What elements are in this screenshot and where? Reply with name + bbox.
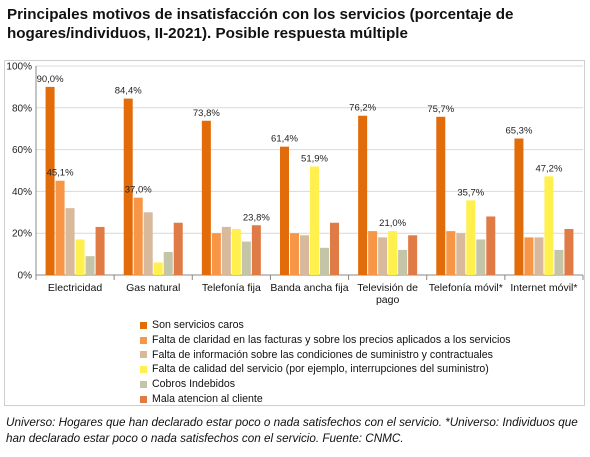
- legend-swatch: [140, 395, 147, 403]
- data-label: 73,8%: [193, 108, 220, 119]
- bar-chart: 0% 20% 40% 60% 80% 100% Electricidad Gas natura…: [6, 62, 584, 306]
- bar: [95, 226, 105, 275]
- data-label: 35,7%: [457, 187, 484, 198]
- x-category-label: Internet móvil*: [510, 282, 577, 294]
- bar: [280, 146, 289, 275]
- bar: [310, 166, 319, 275]
- bar: [476, 239, 486, 275]
- bar: [85, 256, 95, 275]
- data-label: 65,3%: [505, 126, 532, 137]
- x-category-label: Telefonía móvil*: [429, 282, 503, 294]
- bar: [368, 231, 378, 275]
- legend-item: Falta de calidad del servicio (por ejemp…: [140, 362, 511, 377]
- bar: [320, 247, 329, 275]
- bar: [300, 235, 309, 275]
- bar: [378, 237, 388, 275]
- bar: [564, 229, 574, 275]
- data-label: 75,7%: [427, 104, 454, 115]
- bar: [436, 116, 446, 275]
- bar: [173, 222, 183, 275]
- y-tick-label: 0%: [18, 271, 33, 282]
- legend-swatch: [140, 336, 147, 344]
- bar: [75, 239, 85, 275]
- bar: [544, 176, 554, 275]
- x-category-label: Televisión de: [357, 282, 418, 294]
- bar: [123, 98, 133, 275]
- bar: [201, 120, 211, 276]
- legend-swatch: [140, 321, 147, 329]
- data-label: 76,2%: [349, 103, 376, 114]
- x-category-label: Telefonía fija: [202, 282, 261, 294]
- data-label: 90,0%: [37, 74, 64, 85]
- footnote: Universo: Hogares que han declarado esta…: [6, 416, 578, 445]
- x-category-label: pago: [376, 294, 400, 306]
- data-label: 51,9%: [301, 154, 328, 165]
- legend-item: Son servicios caros: [140, 318, 511, 333]
- bar: [330, 222, 339, 275]
- legend-swatch: [140, 366, 147, 374]
- bar: [290, 233, 299, 275]
- bar: [524, 237, 534, 275]
- y-tick-label: 40%: [12, 187, 32, 198]
- legend-item: Falta de claridad en las facturas y sobr…: [140, 333, 511, 348]
- legend-label: Falta de calidad del servicio (por ejemp…: [152, 363, 489, 376]
- bar: [55, 180, 65, 275]
- legend-swatch: [140, 351, 147, 359]
- bar: [221, 226, 231, 275]
- bar: [408, 235, 418, 275]
- legend-label: Cobros Indebidos: [152, 378, 236, 391]
- chart-title: Principales motivos de insatisfacción co…: [7, 6, 514, 42]
- legend-swatch: [140, 381, 147, 389]
- bar: [143, 212, 153, 275]
- y-tick-label: 60%: [12, 145, 32, 156]
- data-label: 23,8%: [243, 212, 270, 223]
- y-tick-label: 20%: [12, 229, 32, 240]
- bar: [514, 138, 524, 275]
- bar: [231, 229, 241, 275]
- x-category-label: Gas natural: [126, 282, 180, 294]
- bar: [153, 262, 163, 275]
- bar: [45, 86, 55, 276]
- bar: [456, 233, 466, 275]
- data-label: 47,2%: [535, 163, 562, 174]
- bar: [65, 208, 75, 275]
- legend-label: Falta de información sobre las condicion…: [152, 348, 493, 361]
- data-label: 45,1%: [47, 168, 74, 179]
- bar: [163, 252, 173, 275]
- chart-frame: [4, 60, 585, 406]
- legend-item: Falta de información sobre las condicion…: [140, 348, 511, 363]
- bar: [133, 197, 143, 275]
- bar: [358, 115, 368, 275]
- bar: [398, 249, 408, 275]
- y-tick-label: 100%: [6, 62, 32, 73]
- data-label: 21,0%: [379, 218, 406, 229]
- legend-label: Son servicios caros: [152, 319, 244, 331]
- bar: [466, 200, 476, 275]
- data-label: 61,4%: [271, 134, 298, 145]
- chart-legend: Son servicios caros Falta de claridad en …: [140, 318, 511, 407]
- legend-item: Mala atencion al cliente: [140, 392, 511, 407]
- x-category-label: Electricidad: [48, 282, 102, 294]
- bar: [534, 237, 544, 275]
- x-category-label: Banda ancha fija: [270, 282, 348, 294]
- bar: [486, 216, 496, 275]
- data-label: 37,0%: [125, 185, 152, 196]
- bar: [251, 225, 261, 275]
- bar: [446, 231, 456, 275]
- legend-item: Cobros Indebidos: [140, 377, 511, 392]
- legend-label: Falta de claridad en las facturas y sobr…: [152, 333, 511, 346]
- bar: [554, 249, 564, 275]
- data-label: 84,4%: [115, 86, 142, 97]
- legend-label: Mala atencion al cliente: [152, 392, 263, 405]
- y-tick-label: 80%: [12, 103, 32, 114]
- bar: [241, 241, 251, 275]
- bar: [211, 233, 221, 275]
- bar: [388, 231, 398, 275]
